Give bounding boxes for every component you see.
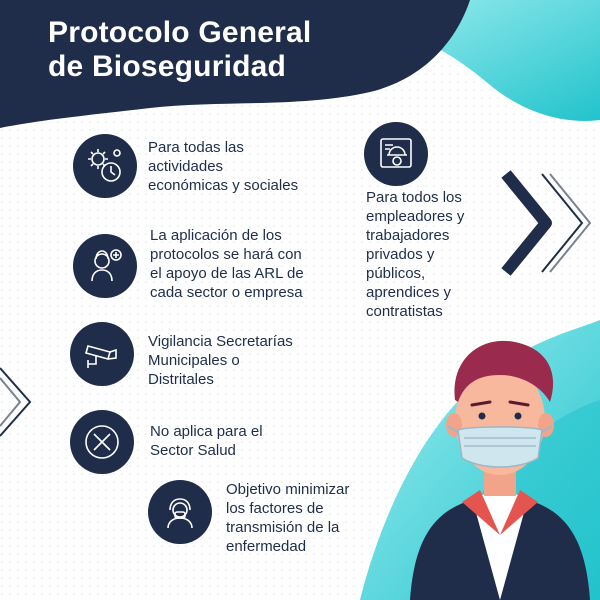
masked-man-illustration (410, 340, 590, 600)
worker-helmet-icon (364, 122, 428, 186)
page-title: Protocolo General de Bioseguridad (48, 16, 311, 84)
title-line-1: Protocolo General (48, 16, 312, 49)
item-text-health-sector: No aplica para el Sector Salud (150, 423, 263, 459)
item-text-employers: Para todos los empleadores y trabajadore… (366, 189, 465, 320)
chevron-right-icon (501, 170, 592, 276)
item-text-vigilance: Vigilancia Secretarías Municipales o Dis… (148, 333, 293, 388)
security-camera-icon (70, 322, 134, 386)
masked-person-icon (148, 480, 212, 544)
gear-clock-icon (73, 134, 137, 198)
support-person-icon (73, 234, 137, 298)
item-text-activities: Para todas las actividades económicas y … (148, 139, 299, 194)
cross-circle-icon (70, 410, 134, 474)
item-text-objective: Objetivo minimizar los factores de trans… (226, 481, 350, 555)
chevron-outline-icon (0, 367, 32, 437)
title-line-2: de Bioseguridad (48, 50, 287, 83)
item-text-arl-support: La aplicación de los protocolos se hará … (150, 227, 304, 301)
